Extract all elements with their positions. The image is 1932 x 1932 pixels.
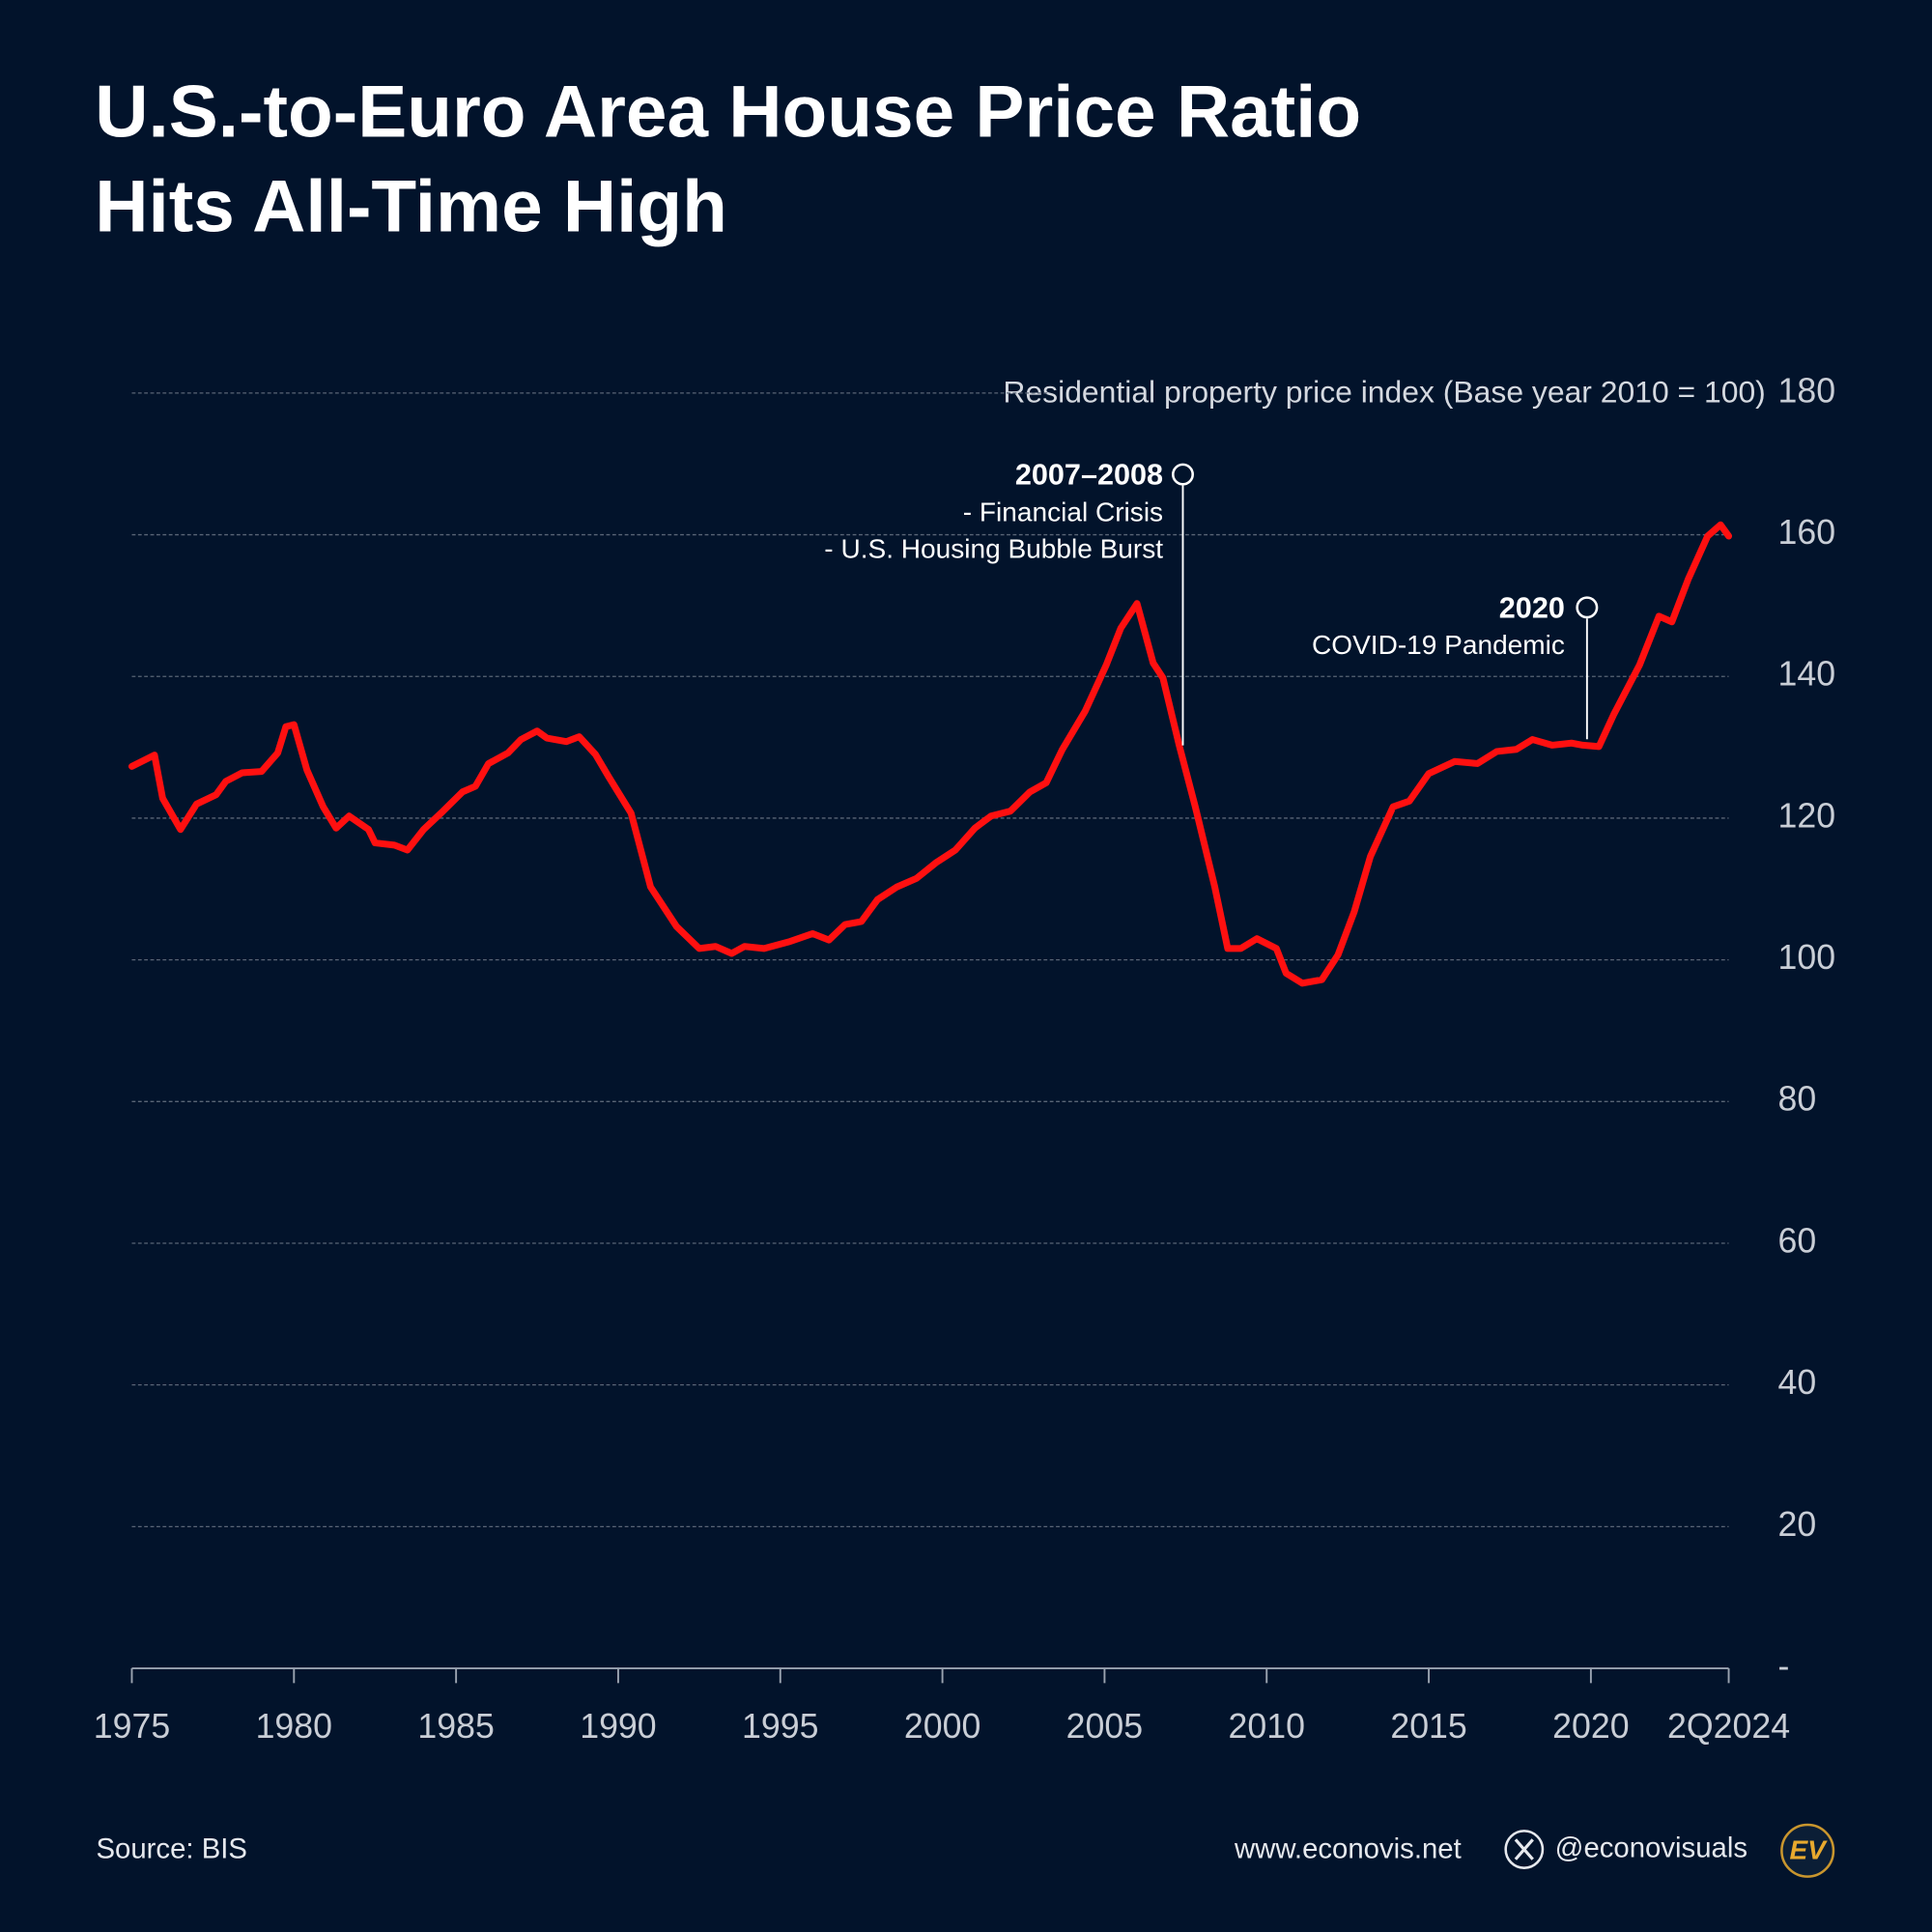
x-tick-label: 2020 [1552, 1707, 1629, 1746]
x-tick-label: 2015 [1390, 1707, 1466, 1746]
annotation-title: 2007–2008 [1015, 459, 1163, 492]
y-tick-label: 60 [1778, 1221, 1817, 1260]
y-tick-label: 140 [1778, 655, 1836, 694]
y-tick-label: 100 [1778, 938, 1836, 977]
logo-text: EV [1789, 1834, 1828, 1864]
x-tick-label: 1980 [256, 1707, 332, 1746]
annotation-text: - Financial Crisis [963, 497, 1163, 526]
y-axis-label: Residential property price index (Base y… [1003, 375, 1765, 410]
x-tick-label: 1995 [742, 1707, 818, 1746]
y-tick-label: 160 [1778, 513, 1836, 552]
x-tick-label: 1975 [94, 1707, 170, 1746]
x-icon-glyph [1514, 1838, 1534, 1861]
annotation-marker [1576, 596, 1599, 619]
data-line [128, 521, 1733, 987]
annotation-title: 2020 [1499, 591, 1565, 624]
y-tick-label: - [1778, 1646, 1790, 1685]
source: Source: BIS [96, 1833, 247, 1865]
x-icon [1504, 1830, 1545, 1869]
annotation-marker [1172, 463, 1194, 486]
x-tick-label: 2005 [1066, 1707, 1143, 1746]
y-tick-label: 120 [1778, 796, 1836, 835]
logo [1780, 1823, 1835, 1878]
x-tick-label: 2Q2024 [1667, 1707, 1790, 1746]
x-tick-label: 2000 [904, 1707, 980, 1746]
x-tick-label: 1990 [580, 1707, 656, 1746]
y-tick-label: 80 [1778, 1080, 1817, 1119]
annotation-text: COVID-19 Pandemic [1312, 630, 1565, 660]
y-tick-label: 180 [1778, 371, 1836, 410]
handle: @econovisuals [1555, 1832, 1747, 1863]
y-tick-label: 20 [1778, 1505, 1817, 1544]
chart-title: Hits All-Time High [95, 166, 727, 248]
annotation-text: - U.S. Housing Bubble Burst [824, 534, 1163, 564]
chart-title: U.S.-to-Euro Area House Price Ratio [95, 71, 1361, 153]
x-tick-label: 1985 [417, 1707, 494, 1746]
website: www.econovis.net [1234, 1833, 1462, 1865]
y-tick-label: 40 [1778, 1363, 1817, 1402]
x-tick-label: 2010 [1229, 1707, 1305, 1746]
